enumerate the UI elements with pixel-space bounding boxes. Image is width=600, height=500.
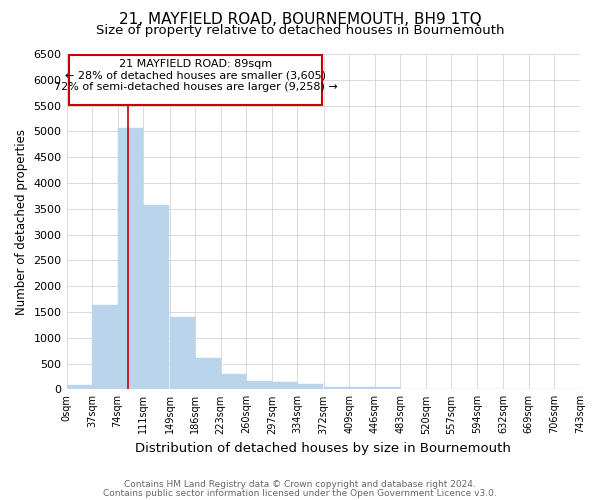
Bar [92,306,118,390]
Bar [170,317,195,390]
Text: Contains HM Land Registry data © Crown copyright and database right 2024.: Contains HM Land Registry data © Crown c… [124,480,476,489]
Y-axis label: Number of detached properties: Number of detached properties [15,128,28,314]
Text: Size of property relative to detached houses in Bournemouth: Size of property relative to detached ho… [96,24,504,37]
Bar [143,205,169,390]
Bar [246,381,272,390]
X-axis label: Distribution of detached houses by size in Bournemouth: Distribution of detached houses by size … [136,442,511,455]
Bar [68,55,322,104]
Text: ← 28% of detached houses are smaller (3,605): ← 28% of detached houses are smaller (3,… [65,70,326,81]
Bar [67,386,92,390]
Bar [298,384,323,390]
Bar [221,374,246,390]
Bar [375,386,400,390]
Text: Contains public sector information licensed under the Open Government Licence v3: Contains public sector information licen… [103,489,497,498]
Bar [323,386,349,390]
Text: 21, MAYFIELD ROAD, BOURNEMOUTH, BH9 1TQ: 21, MAYFIELD ROAD, BOURNEMOUTH, BH9 1TQ [119,12,481,28]
Text: 72% of semi-detached houses are larger (9,258) →: 72% of semi-detached houses are larger (… [53,82,337,92]
Bar [272,382,298,390]
Bar [118,128,143,390]
Text: 21 MAYFIELD ROAD: 89sqm: 21 MAYFIELD ROAD: 89sqm [119,59,272,69]
Bar [195,358,221,390]
Bar [349,386,375,390]
